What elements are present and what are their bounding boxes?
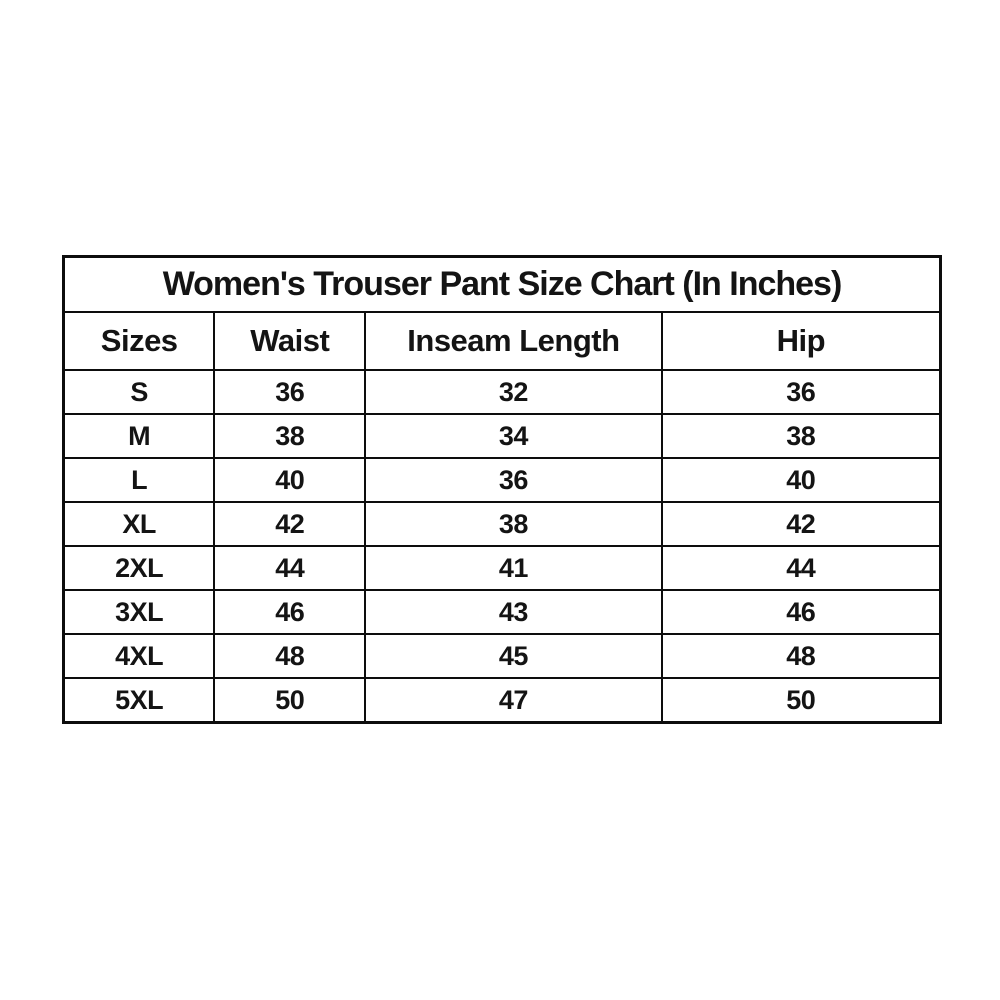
hip-cell: 40 <box>660 457 942 503</box>
col-header-waist: Waist <box>213 311 367 371</box>
inseam-length-cell: 32 <box>364 369 663 415</box>
table-row: XL 42 38 42 <box>62 501 942 547</box>
size-cell: 5XL <box>62 677 216 724</box>
col-header-sizes: Sizes <box>62 311 216 371</box>
table-row: M 38 34 38 <box>62 413 942 459</box>
table-row: S 36 32 36 <box>62 369 942 415</box>
hip-cell: 48 <box>660 633 942 679</box>
header-row: Sizes Waist Inseam Length Hip <box>62 311 942 371</box>
table-row: 2XL 44 41 44 <box>62 545 942 591</box>
inseam-length-cell: 43 <box>364 589 663 635</box>
waist-cell: 42 <box>213 501 367 547</box>
waist-cell: 44 <box>213 545 367 591</box>
size-cell: 2XL <box>62 545 216 591</box>
table-title: Women's Trouser Pant Size Chart (In Inch… <box>62 255 942 313</box>
waist-cell: 38 <box>213 413 367 459</box>
col-header-inseam-length: Inseam Length <box>364 311 663 371</box>
size-cell: S <box>62 369 216 415</box>
hip-cell: 50 <box>660 677 942 724</box>
inseam-length-cell: 41 <box>364 545 663 591</box>
col-header-hip: Hip <box>660 311 942 371</box>
table-row: 3XL 46 43 46 <box>62 589 942 635</box>
waist-cell: 36 <box>213 369 367 415</box>
waist-cell: 50 <box>213 677 367 724</box>
size-cell: 3XL <box>62 589 216 635</box>
table-row: L 40 36 40 <box>62 457 942 503</box>
waist-cell: 40 <box>213 457 367 503</box>
inseam-length-cell: 36 <box>364 457 663 503</box>
hip-cell: 44 <box>660 545 942 591</box>
waist-cell: 46 <box>213 589 367 635</box>
hip-cell: 46 <box>660 589 942 635</box>
table-row: 4XL 48 45 48 <box>62 633 942 679</box>
size-chart: Women's Trouser Pant Size Chart (In Inch… <box>62 255 942 724</box>
size-cell: M <box>62 413 216 459</box>
inseam-length-cell: 34 <box>364 413 663 459</box>
inseam-length-cell: 38 <box>364 501 663 547</box>
hip-cell: 36 <box>660 369 942 415</box>
size-chart-table: Women's Trouser Pant Size Chart (In Inch… <box>62 255 942 724</box>
inseam-length-cell: 45 <box>364 633 663 679</box>
size-cell: 4XL <box>62 633 216 679</box>
size-table-body: S 36 32 36 M 38 34 38 L 40 36 40 XL 42 38 42 2XL 44 41 44 3X… <box>62 369 942 724</box>
table-row: 5XL 50 47 50 <box>62 677 942 724</box>
size-cell: L <box>62 457 216 503</box>
title-row: Women's Trouser Pant Size Chart (In Inch… <box>62 255 942 313</box>
hip-cell: 38 <box>660 413 942 459</box>
waist-cell: 48 <box>213 633 367 679</box>
size-cell: XL <box>62 501 216 547</box>
hip-cell: 42 <box>660 501 942 547</box>
inseam-length-cell: 47 <box>364 677 663 724</box>
